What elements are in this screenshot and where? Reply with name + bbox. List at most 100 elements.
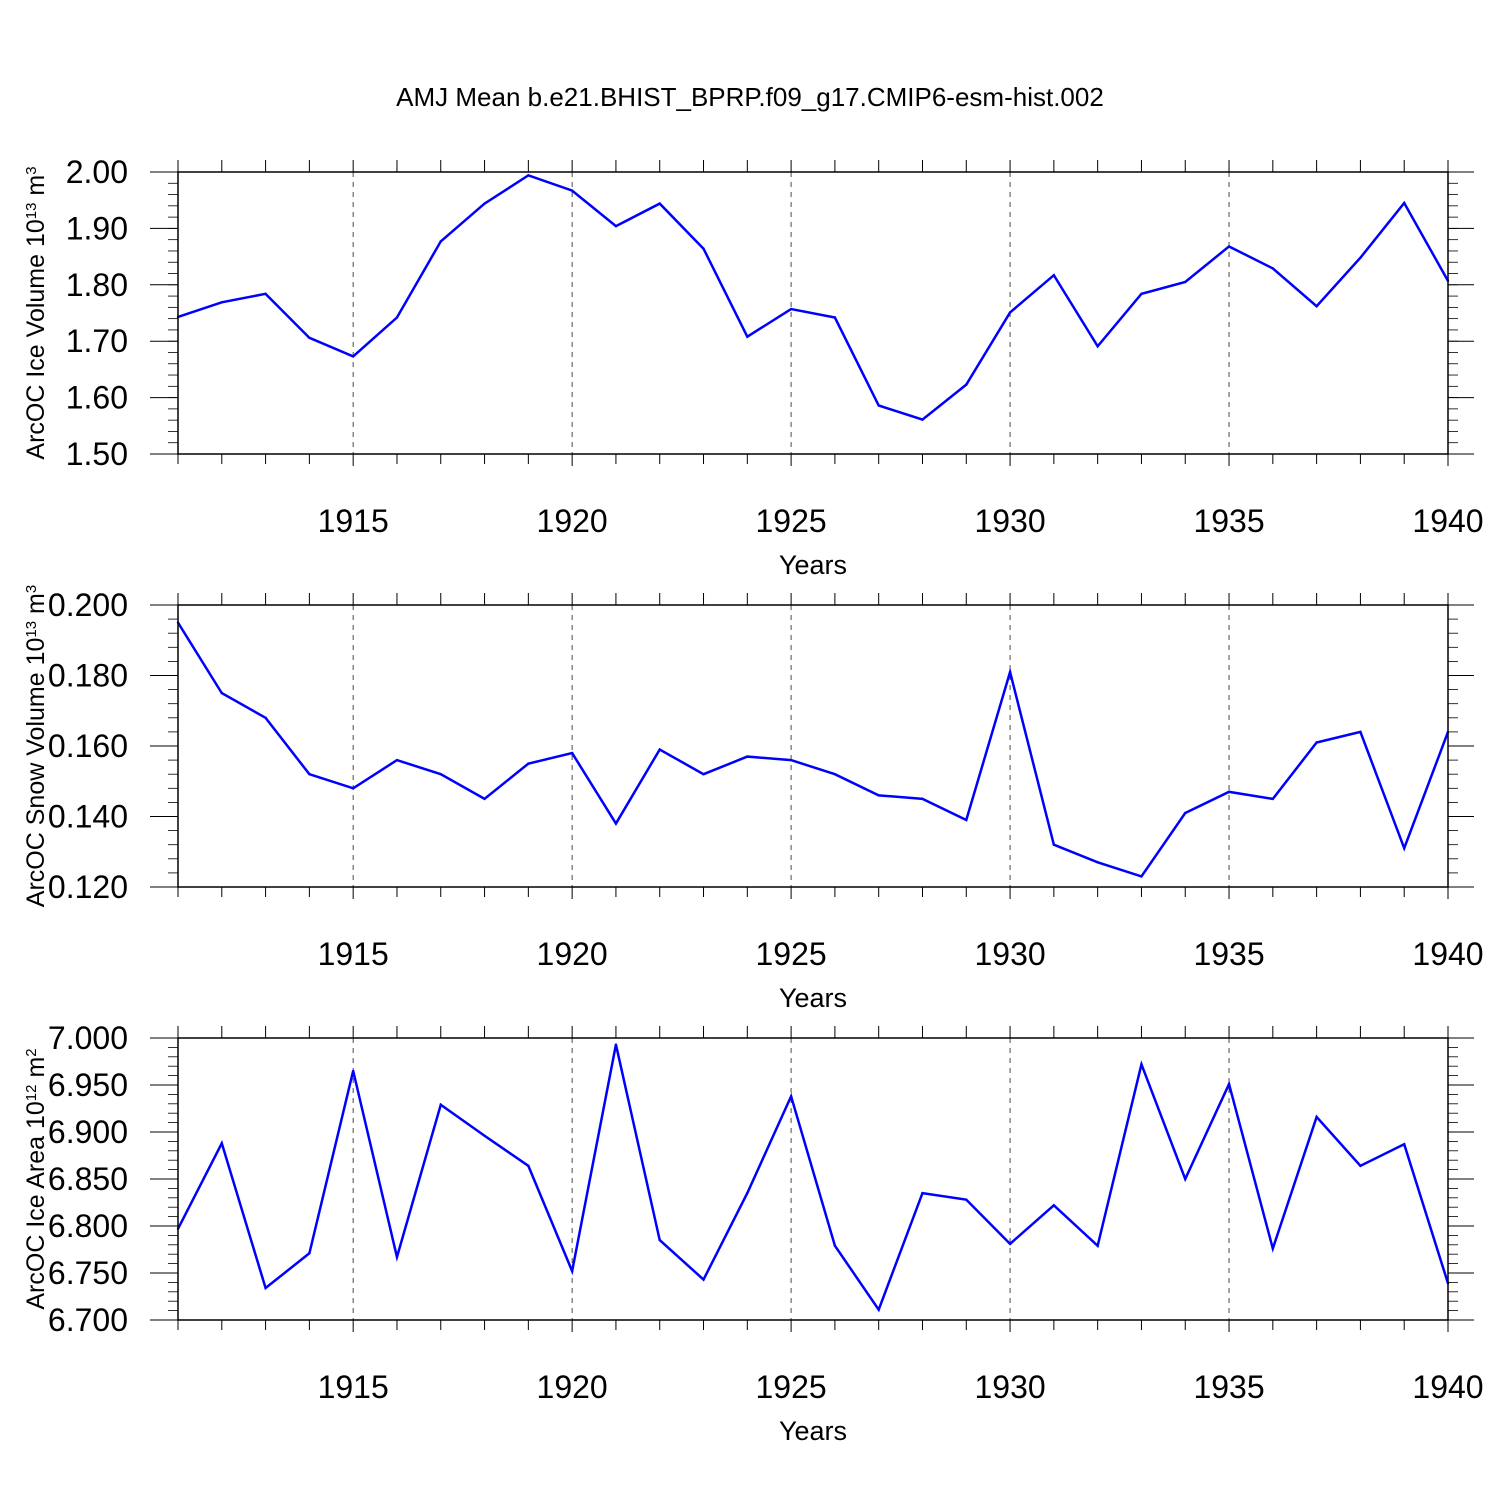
chart-ice-volume-y-tick-label: 2.00 [66, 154, 128, 190]
chart-ice-area-data-point [220, 1142, 223, 1145]
chart-ice-area-x-tick-label: 1935 [1193, 1369, 1264, 1405]
chart-ice-volume-data-point [614, 224, 618, 228]
chart-ice-volume-y-label-superscript: 3 [23, 166, 40, 174]
chart-ice-area-data-point [877, 1308, 880, 1311]
chart-ice-area-data-point [1271, 1247, 1275, 1250]
chart-ice-volume-x-tick-label: 1930 [974, 503, 1045, 539]
chart-snow-volume-x-tick-label: 1940 [1412, 936, 1483, 972]
chart-snow-volume-series-line [176, 621, 1450, 878]
chart-snow-volume-x-label: Years [779, 983, 847, 1013]
chart-ice-area-plot-frame [177, 1037, 1449, 1321]
chart-ice-area-y-tick-label: 6.950 [48, 1067, 128, 1103]
chart-ice-volume-y-label-superscript: 13 [23, 203, 40, 220]
chart-ice-volume-y-label-text: m [22, 175, 50, 203]
chart-snow-volume-data-point [1315, 741, 1318, 744]
chart-snow-volume-x-tick-label: 1920 [537, 936, 608, 972]
chart-ice-area-data-point [789, 1095, 793, 1098]
chart-snow-volume-data-point [658, 748, 661, 751]
chart-ice-area-data-point [570, 1269, 574, 1273]
chart-snow-volume-data-point [220, 691, 223, 695]
chart-ice-volume-data-point [702, 247, 705, 250]
chart-snow-volume-data-point [1096, 861, 1099, 864]
chart-ice-area-x-tick-label: 1925 [756, 1369, 827, 1405]
chart-snow-volume-y-label: ArcOC Snow Volume 1013 m3 [22, 585, 50, 907]
chart-ice-area-panel: 6.700 6.750 6.800 6.850 6.900 6.950 7.000 1915 1… [22, 1020, 1484, 1446]
chart-ice-volume-plot-frame [177, 171, 1449, 455]
chart-snow-volume-data-point [746, 755, 749, 758]
chart-ice-area-data-point [1184, 1177, 1187, 1181]
chart-snow-volume-x-tick-label: 1930 [974, 936, 1045, 972]
chart-ice-area-x-tick-label: 1930 [974, 1369, 1045, 1405]
chart-snow-volume-data-point [527, 762, 530, 765]
chart-ice-volume-data-point [658, 202, 661, 205]
chart-snow-volume-y-tick-label: 0.140 [48, 799, 128, 835]
chart-snow-volume-x-tick-label: 1915 [318, 936, 389, 972]
chart-snow-volume-data-point [308, 773, 311, 776]
chart-snow-volume-data-point [570, 751, 574, 755]
chart-ice-volume-data-point [877, 404, 880, 407]
chart-ice-area-x-tick-label: 1920 [537, 1369, 608, 1405]
chart-snow-volume-y-tick-label: 0.180 [48, 658, 128, 694]
chart-ice-volume-data-point [1052, 274, 1056, 277]
chart-ice-area-x-label: Years [779, 1416, 847, 1446]
chart-ice-volume-data-point [395, 316, 399, 319]
chart-snow-volume-y-label-superscript: 3 [23, 585, 40, 593]
chart-ice-area-y-label: ArcOC Ice Area 1012 m2 [22, 1048, 50, 1309]
chart-ice-area-data-point [1227, 1082, 1231, 1086]
chart-ice-area-data-point [965, 1198, 968, 1201]
chart-snow-volume-data-point [1184, 811, 1187, 815]
chart-snow-volume-y-tick-label: 0.120 [48, 869, 128, 905]
chart-title: AMJ Mean b.e21.BHIST_BPRP.f09_g17.CMIP6-… [396, 82, 1104, 112]
chart-ice-area-data-point [483, 1134, 486, 1137]
chart-ice-volume-y-tick-label: 1.70 [66, 323, 128, 359]
chart-ice-volume-data-point [264, 292, 267, 296]
chart-ice-area-data-point [1052, 1204, 1056, 1207]
chart-snow-volume-y-label-text: m [22, 593, 50, 621]
chart-ice-area-y-tick-label: 7.000 [48, 1020, 128, 1056]
chart-ice-volume-x-tick-label: 1925 [756, 503, 827, 539]
chart-ice-area-data-point [351, 1069, 355, 1073]
chart-ice-area-data-point [921, 1191, 924, 1195]
chart-ice-volume-x-tick-label: 1920 [537, 503, 608, 539]
chart-snow-volume-x-tick-label: 1935 [1193, 936, 1264, 972]
chart-snow-volume-data-point [877, 794, 880, 797]
chart-ice-area-data-point [833, 1244, 837, 1247]
chart-ice-volume-data-point [1271, 267, 1275, 270]
chart-snow-volume-data-point [395, 758, 399, 762]
chart-ice-volume-data-point [483, 202, 486, 205]
chart-ice-volume-data-point [1359, 256, 1362, 259]
chart-snow-volume-data-point [439, 773, 442, 776]
chart-ice-volume-y-tick-label: 1.80 [66, 267, 128, 303]
chart-snow-volume-data-point [1052, 843, 1056, 846]
chart-ice-volume-data-point [1096, 345, 1099, 348]
chart-ice-volume-x-tick-label: 1940 [1412, 503, 1483, 539]
chart-ice-volume-data-point [527, 174, 530, 177]
chart-ice-area-data-point [439, 1103, 442, 1106]
chart-ice-area-data-point [1359, 1164, 1362, 1168]
chart-snow-volume-y-tick-label: 0.160 [48, 728, 128, 764]
chart-ice-volume-panel: 1.50 1.60 1.70 1.80 1.90 2.00 1915 1920 1925 1930… [22, 154, 1484, 580]
chart-snow-volume-data-point [614, 822, 618, 825]
chart-ice-area-data-point [1008, 1242, 1012, 1246]
chart-snow-volume-data-point [264, 716, 267, 719]
chart-ice-volume-y-label: ArcOC Ice Volume 1013 m3 [22, 166, 50, 459]
chart-ice-area-y-label-text: m [22, 1057, 50, 1085]
chart-ice-volume-data-point [1315, 305, 1318, 308]
chart-ice-volume-data-point [965, 383, 968, 386]
chart-snow-volume-data-point [1359, 730, 1362, 734]
chart-ice-area-data-point [1096, 1244, 1099, 1247]
chart-ice-volume-data-point [439, 240, 442, 243]
chart-ice-volume-data-point [308, 336, 311, 340]
chart-ice-area-y-label-superscript: 12 [23, 1085, 40, 1102]
chart-ice-volume-data-point [220, 301, 223, 304]
chart-snow-volume-data-point [833, 773, 837, 776]
chart-snow-volume-y-label-text: ArcOC Snow Volume 10 [22, 638, 50, 908]
chart-ice-volume-data-point [789, 307, 793, 311]
chart-ice-volume-data-point [570, 189, 574, 192]
chart-snow-volume-data-point [351, 787, 355, 790]
chart-ice-volume-data-point [1227, 245, 1231, 248]
chart-ice-volume-data-point [1140, 292, 1143, 296]
chart-ice-area-y-tick-label: 6.800 [48, 1208, 128, 1244]
chart-snow-volume-panel: 0.120 0.140 0.160 0.180 0.200 1915 1920 1925 193… [22, 585, 1484, 1013]
